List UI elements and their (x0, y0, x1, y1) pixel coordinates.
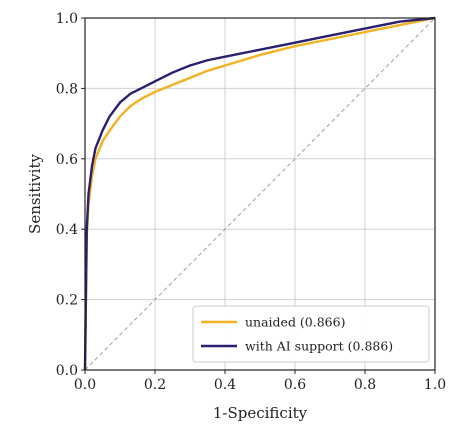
y-tick-label: 0.0 (56, 363, 78, 379)
plot-frame (84, 17, 436, 371)
x-tick-label: 0.4 (214, 377, 236, 393)
x-tick-label: 1.0 (424, 377, 446, 393)
y-tick-label: 0.8 (56, 81, 78, 97)
y-tick-label: 1.0 (56, 11, 78, 27)
diagonal-reference-line (84, 17, 436, 371)
x-axis-label: 1-Specificity (213, 404, 308, 422)
series-layer (83, 16, 436, 371)
series-line-unaided (83, 16, 436, 371)
y-tick-label: 0.2 (56, 293, 78, 309)
y-tick-label: 0.6 (56, 152, 78, 168)
grid (84, 17, 436, 371)
x-tick-label: 0.0 (74, 377, 96, 393)
x-axis: 0.0 0.2 0.4 0.6 0.8 1.0 (74, 370, 446, 393)
legend-box (192, 305, 430, 363)
x-tick-label: 0.6 (284, 377, 306, 393)
x-tick-label: 0.8 (354, 377, 376, 393)
y-axis: 0.0 0.2 0.4 0.6 0.8 1.0 (56, 11, 85, 379)
legend-label: unaided (0.866) (245, 315, 345, 330)
legend: unaided (0.866) with AI support (0.886) (192, 305, 430, 363)
legend-label: with AI support (0.886) (245, 339, 393, 354)
y-axis-label: Sensitivity (26, 154, 44, 234)
x-tick-label: 0.2 (144, 377, 166, 393)
series-line-with-ai-support (83, 16, 436, 371)
y-tick-label: 0.4 (56, 222, 78, 238)
